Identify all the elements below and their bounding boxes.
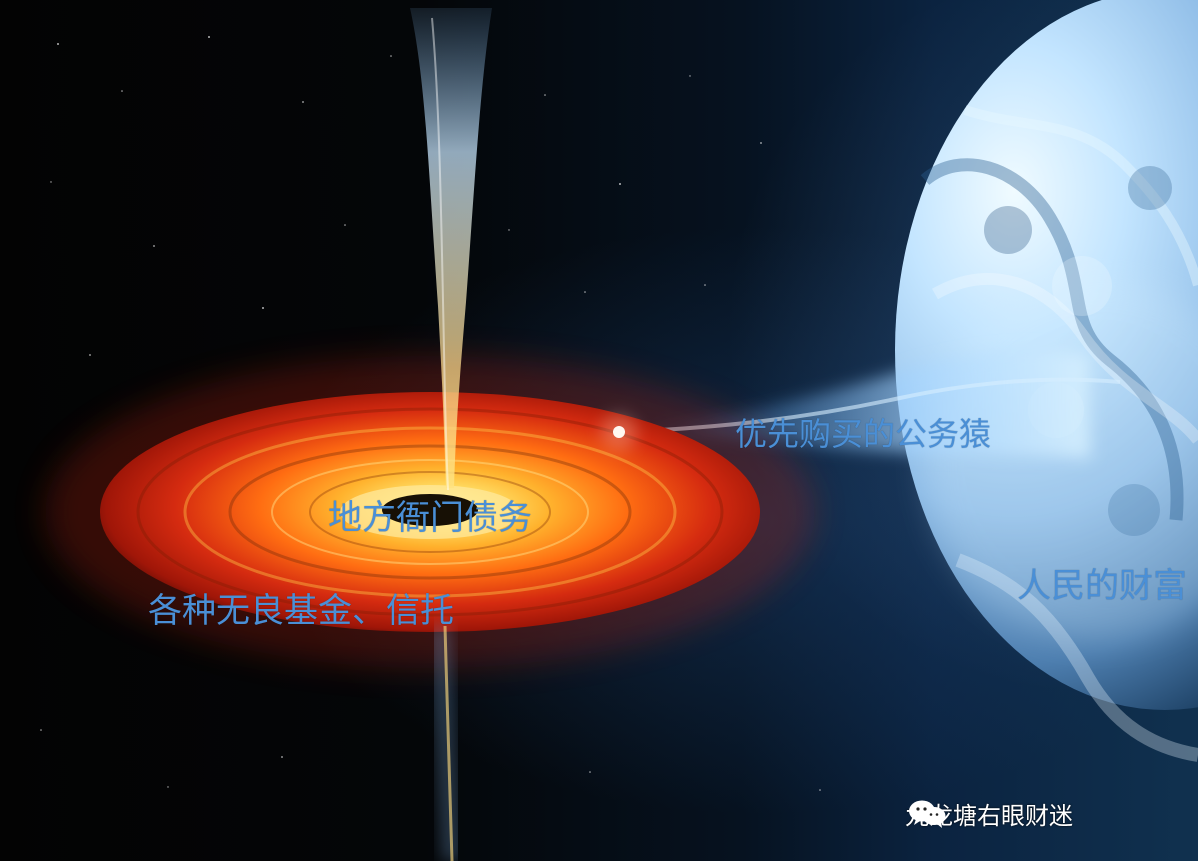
label-funds-trusts: 各种无良基金、信托 [148, 591, 454, 631]
label-officials: 优先购买的公务猿 [735, 415, 992, 453]
bright-point-glow [601, 414, 637, 450]
watermark: 九龙塘右眼财迷 [905, 796, 1073, 831]
accretion-disk [100, 392, 760, 632]
label-public-wealth: 人民的财富 [1017, 566, 1187, 606]
label-local-debt: 地方衙门债务 [328, 498, 532, 538]
black-hole-jets [410, 8, 492, 861]
wechat-icon [909, 800, 946, 828]
